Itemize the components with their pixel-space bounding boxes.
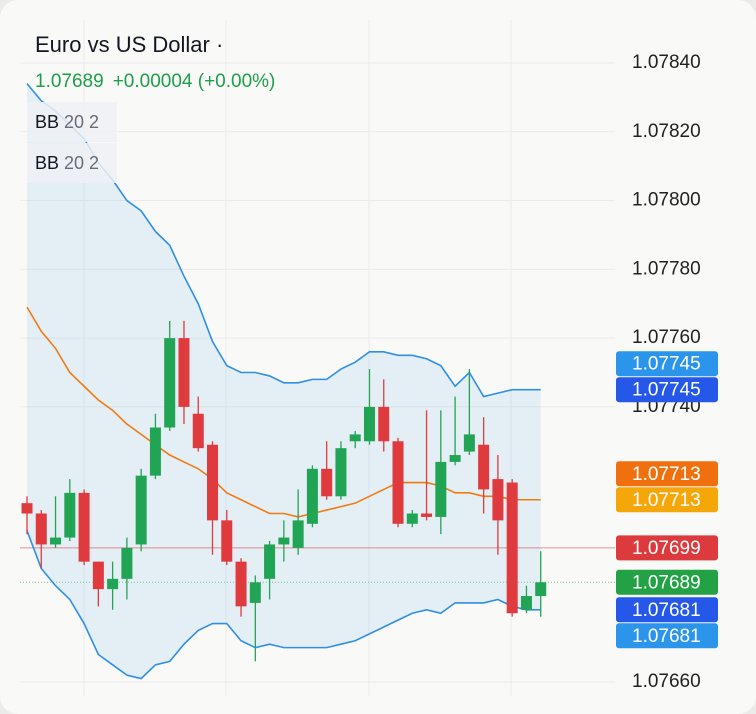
price-line: 1.07689 +0.00004 (+0.00%) [35, 71, 275, 92]
y-tick-label: 1.07840 [632, 52, 701, 73]
y-tick-label: 1.07780 [632, 258, 701, 279]
candle-body [392, 441, 404, 524]
price-tag [616, 597, 718, 623]
price-tag-label: 1.07681 [632, 626, 701, 647]
candle-body [207, 444, 219, 521]
candle-body [192, 413, 204, 449]
candle-body [520, 596, 532, 610]
indicator-params: 20 2 [64, 153, 99, 173]
candle-body [135, 475, 147, 545]
candle-body [478, 444, 490, 490]
y-tick-label: 1.07660 [632, 671, 701, 692]
candle-body [463, 434, 475, 452]
price-tag [616, 461, 718, 487]
candle-body [264, 544, 276, 579]
candle-body [449, 455, 461, 462]
candle-body [421, 513, 433, 517]
candle-body [506, 482, 518, 614]
candle-body [278, 537, 290, 545]
candle-body [35, 513, 47, 545]
chart-title: Euro vs US Dollar · [35, 32, 223, 57]
candle-body [349, 434, 361, 442]
candle-body [21, 503, 33, 514]
price-tag-label: 1.07689 [632, 572, 701, 593]
price-tag [616, 351, 718, 377]
price-tag [616, 535, 718, 561]
candle-body [363, 406, 375, 442]
candle-body [406, 513, 418, 524]
candle-body [435, 461, 447, 517]
candle-body [492, 479, 504, 521]
price-tag-label: 1.07713 [632, 464, 701, 485]
candle-body [221, 520, 233, 562]
candle-body [535, 582, 547, 597]
indicator-badge [27, 143, 117, 183]
candle-body [249, 582, 261, 603]
candle-body [292, 520, 304, 548]
candle-body [92, 561, 104, 590]
indicator-name: BB [35, 112, 59, 132]
price-tag [616, 377, 718, 403]
price-change: +0.00004 (+0.00%) [113, 71, 276, 92]
indicator-params: 20 2 [64, 112, 99, 132]
candle-body [78, 492, 90, 562]
legend: Euro vs US Dollar · 1.07689 +0.00004 (+0.… [27, 32, 275, 183]
price-tag-label: 1.07745 [632, 354, 701, 375]
candle-body [306, 468, 318, 524]
price-tag-label: 1.07681 [632, 600, 701, 621]
price-tag [616, 569, 718, 595]
candle-body [321, 468, 333, 497]
price-tag-label: 1.07745 [632, 380, 701, 401]
candle-body [164, 338, 176, 428]
price-tag-label: 1.07699 [632, 538, 701, 559]
candle-body [149, 427, 161, 476]
candle-body [235, 561, 247, 607]
last-price: 1.07689 [35, 71, 104, 92]
indicator-name: BB [35, 153, 59, 173]
price-tag [616, 623, 718, 649]
candle-body [378, 406, 390, 442]
indicator-label: BB 20 2 [35, 153, 99, 173]
candle-body [178, 338, 190, 407]
candle-body [50, 537, 62, 545]
y-tick-label: 1.07800 [632, 190, 701, 211]
candle-body [64, 492, 76, 538]
candle-body [121, 547, 133, 579]
indicator-label: BB 20 2 [35, 112, 99, 132]
indicator-badge [27, 102, 117, 142]
candle-body [335, 448, 347, 497]
y-tick-label: 1.07820 [632, 121, 701, 142]
band-lower [26, 530, 541, 680]
y-tick-label: 1.07760 [632, 327, 701, 348]
price-tag [616, 487, 718, 513]
candle-body [107, 578, 119, 590]
band-middle [26, 306, 541, 518]
price-tag-label: 1.07713 [632, 490, 701, 511]
